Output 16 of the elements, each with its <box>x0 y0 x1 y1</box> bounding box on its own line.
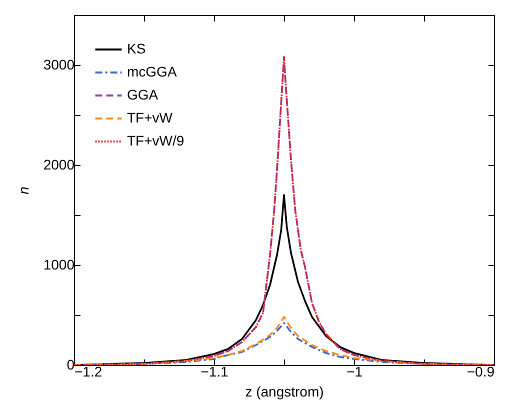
line-series <box>74 56 494 365</box>
y-tick-label: 0 <box>66 356 75 372</box>
y-tick-label: 2000 <box>43 156 75 172</box>
legend-label: mcGGA <box>127 64 178 80</box>
x-tick-label: −1.1 <box>200 364 229 380</box>
y-tick-label: 1000 <box>43 256 75 272</box>
y-tick-label: 3000 <box>43 56 75 72</box>
y-axis-title: n <box>15 186 32 194</box>
x-tick-label: −1.2 <box>74 364 102 380</box>
legend-label: TF+vW/9 <box>127 132 184 148</box>
legend-label: TF+vW <box>127 110 174 126</box>
x-tick-label: −1 <box>346 364 363 380</box>
x-tick-label: −0.9 <box>466 364 495 380</box>
legend-label: KS <box>127 40 146 56</box>
legend-label: GGA <box>127 86 159 102</box>
x-axis-title: z (angstrom) <box>245 384 324 400</box>
